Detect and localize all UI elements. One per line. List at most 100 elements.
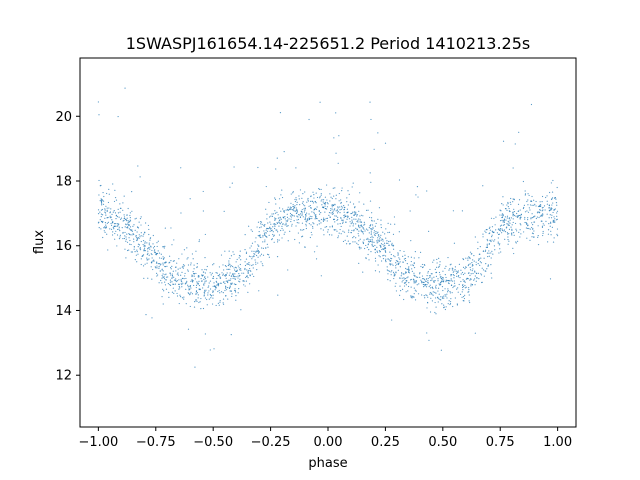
data-point xyxy=(507,233,509,235)
data-point xyxy=(110,228,113,230)
data-point xyxy=(152,234,154,237)
data-point xyxy=(116,223,118,225)
data-point xyxy=(478,253,480,255)
data-point xyxy=(389,264,392,266)
data-point xyxy=(149,237,151,239)
data-point xyxy=(539,209,541,211)
data-point xyxy=(469,266,471,269)
data-point xyxy=(401,273,403,275)
data-point xyxy=(253,275,255,278)
data-point xyxy=(447,289,449,292)
data-point xyxy=(190,280,192,282)
data-point xyxy=(456,304,459,306)
data-point xyxy=(355,211,357,213)
data-point xyxy=(469,251,472,253)
data-point xyxy=(350,212,352,215)
data-point xyxy=(135,234,137,237)
data-point xyxy=(109,228,111,230)
data-point xyxy=(431,279,433,281)
data-point xyxy=(151,317,153,319)
data-point xyxy=(343,205,345,207)
data-point xyxy=(287,206,289,208)
data-point xyxy=(413,282,415,284)
data-point xyxy=(394,256,396,258)
data-point xyxy=(230,275,232,277)
data-point xyxy=(474,271,476,273)
data-point xyxy=(436,258,438,261)
data-point xyxy=(528,227,530,230)
data-point xyxy=(294,205,296,207)
data-point xyxy=(500,224,503,226)
data-point xyxy=(486,243,488,245)
data-point xyxy=(498,252,500,254)
data-point xyxy=(332,213,334,215)
data-point xyxy=(126,214,128,216)
data-point xyxy=(336,212,339,214)
data-point xyxy=(264,232,266,234)
data-point xyxy=(434,311,436,314)
data-point xyxy=(516,212,518,215)
data-point xyxy=(326,217,329,219)
data-point xyxy=(105,224,107,226)
data-point xyxy=(360,230,362,232)
data-point xyxy=(464,287,466,289)
data-point xyxy=(438,265,440,267)
data-point xyxy=(260,261,262,263)
data-point xyxy=(434,280,436,282)
data-point xyxy=(482,269,485,271)
data-point xyxy=(471,284,473,286)
data-point xyxy=(420,279,422,281)
data-point xyxy=(195,284,198,286)
data-point xyxy=(189,288,191,290)
data-point xyxy=(529,204,532,206)
data-point xyxy=(513,234,515,237)
data-point xyxy=(249,247,251,249)
data-point xyxy=(262,247,265,249)
data-point xyxy=(554,196,557,199)
data-point xyxy=(171,277,173,279)
data-point xyxy=(136,249,138,251)
data-point xyxy=(233,267,235,269)
data-point xyxy=(448,300,450,302)
data-point xyxy=(153,245,156,248)
data-point xyxy=(452,210,455,212)
data-point xyxy=(524,190,526,192)
data-point xyxy=(517,210,519,212)
data-point xyxy=(457,287,459,289)
data-point xyxy=(313,208,316,211)
data-point xyxy=(98,114,100,116)
data-point xyxy=(187,284,189,286)
data-point xyxy=(553,216,555,218)
data-point xyxy=(503,230,505,232)
data-point xyxy=(320,228,322,230)
data-point xyxy=(199,288,201,291)
data-point xyxy=(100,213,103,215)
data-point xyxy=(103,195,105,198)
data-point xyxy=(136,231,138,233)
data-point xyxy=(308,213,310,215)
data-point xyxy=(160,279,162,282)
data-point xyxy=(147,224,150,227)
data-point xyxy=(150,246,152,248)
data-point xyxy=(287,240,289,242)
data-point xyxy=(355,237,357,239)
data-point xyxy=(493,240,495,242)
data-point xyxy=(347,240,349,242)
data-point xyxy=(372,236,374,239)
data-point xyxy=(472,264,474,267)
data-point xyxy=(407,268,409,271)
data-point xyxy=(257,252,259,254)
data-point xyxy=(189,305,191,308)
data-point xyxy=(315,214,317,216)
data-point xyxy=(275,168,277,170)
data-point xyxy=(467,259,469,261)
data-point xyxy=(234,290,237,292)
data-point xyxy=(453,280,455,282)
data-point xyxy=(311,234,313,236)
data-point xyxy=(292,209,294,211)
data-point xyxy=(224,265,227,267)
data-point xyxy=(294,200,297,203)
data-point xyxy=(482,185,484,187)
data-point xyxy=(122,237,124,240)
data-point xyxy=(151,261,153,263)
